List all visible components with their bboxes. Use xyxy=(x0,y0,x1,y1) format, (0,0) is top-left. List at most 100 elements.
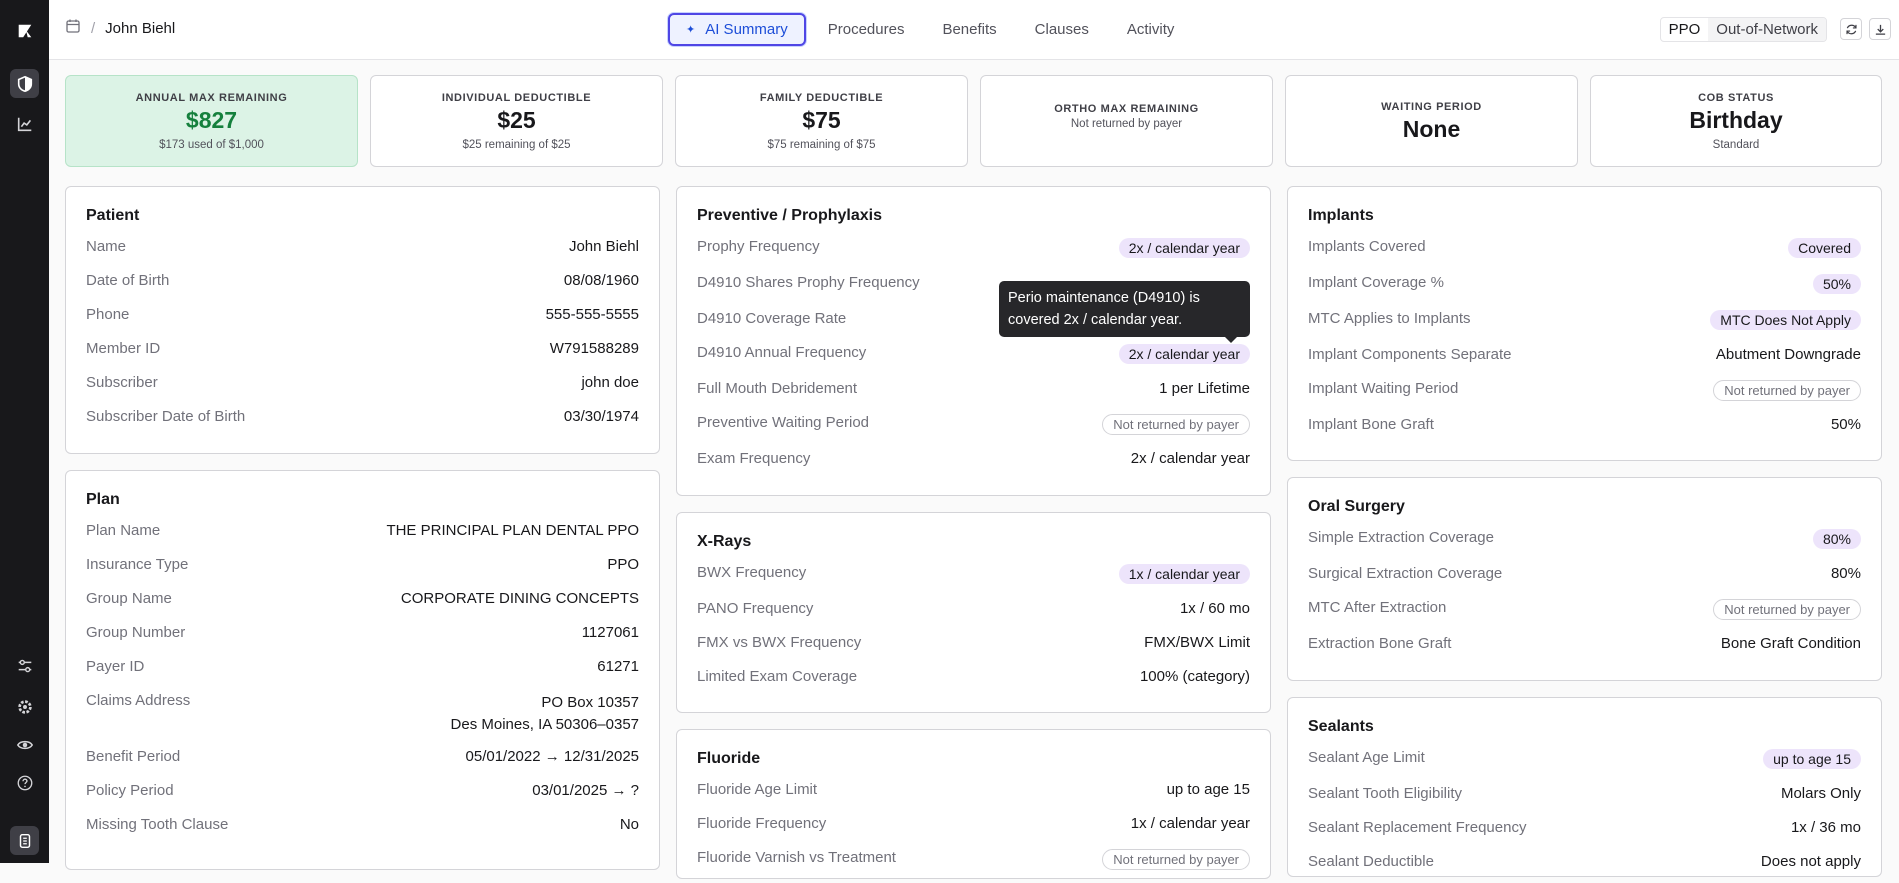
row-fluoride-frequency: Fluoride Frequency 1x / calendar year xyxy=(697,815,1250,832)
stat-subtext: Not returned by payer xyxy=(1070,118,1183,130)
row-extraction-bone-graft: Extraction Bone Graft Bone Graft Conditio… xyxy=(1308,635,1861,652)
sparkle-icon: ✦ xyxy=(686,24,696,36)
refresh-button[interactable] xyxy=(1840,18,1862,40)
icon-rail xyxy=(0,0,49,863)
stat-subtext: $75 remaining of $75 xyxy=(767,139,876,151)
row-fluoride-varnish: Fluoride Varnish vs Treatment Not returne… xyxy=(697,849,1250,883)
breadcrumb: / John Biehl xyxy=(65,18,175,38)
card-title: Oral Surgery xyxy=(1308,498,1405,515)
shield-icon[interactable] xyxy=(10,69,39,98)
preventive-card: Preventive / Prophylaxis Prophy Frequenc… xyxy=(676,186,1271,496)
stat-label: FAMILY DEDUCTIBLE xyxy=(759,92,884,104)
xrays-card: X-Rays BWX Frequency 1x / calendar year P… xyxy=(676,512,1271,713)
download-icon xyxy=(1875,24,1885,35)
row-group-number: Group Number 1127061 xyxy=(86,624,639,641)
stat-value: $25 xyxy=(497,107,536,133)
row-sealant-replacement: Sealant Replacement Frequency 1x / 36 mo xyxy=(1308,819,1861,836)
row-d4910-coverage-rate: D4910 Coverage Rate xyxy=(697,310,847,327)
row-pano-frequency: PANO Frequency 1x / 60 mo xyxy=(697,600,1250,617)
row-surgical-extraction: Surgical Extraction Coverage 80% xyxy=(1308,565,1861,582)
card-title: Implants xyxy=(1308,207,1374,224)
row-sealant-age-limit: Sealant Age Limit up to age 15 xyxy=(1308,749,1861,785)
not-returned-badge: Not returned by payer xyxy=(1102,849,1250,870)
breadcrumb-patient-name[interactable]: John Biehl xyxy=(105,19,176,37)
value-pill[interactable]: 80% xyxy=(1812,529,1861,549)
row-missing-tooth-clause: Missing Tooth Clause No xyxy=(86,816,639,833)
row-member-id: Member ID W791588289 xyxy=(86,340,639,357)
stat-individual-deductible: INDIVIDUAL DEDUCTIBLE $25 $25 remaining … xyxy=(370,75,663,167)
row-implant-waiting-period: Implant Waiting Period Not returned by pa… xyxy=(1308,380,1861,416)
refresh-icon xyxy=(1845,24,1857,34)
stat-subtext: $173 used of $1,000 xyxy=(159,139,264,151)
analytics-icon[interactable] xyxy=(10,109,39,138)
stat-family-deductible: FAMILY DEDUCTIBLE $75 $75 remaining of $… xyxy=(675,75,968,167)
plan-type-label: PPO xyxy=(1668,21,1701,38)
tab-clauses[interactable]: Clauses xyxy=(1034,21,1089,38)
tab-ai-summary[interactable]: ✦ AI Summary xyxy=(668,13,806,46)
value-pill[interactable]: 2x / calendar year xyxy=(1118,238,1250,258)
row-implant-coverage: Implant Coverage % 50% xyxy=(1308,274,1861,310)
oral-surgery-card: Oral Surgery Simple Extraction Coverage 8… xyxy=(1287,477,1882,681)
stat-waiting-period: WAITING PERIOD None xyxy=(1285,75,1578,167)
value-pill[interactable]: 1x / calendar year xyxy=(1118,564,1250,584)
value-pill[interactable]: 2x / calendar year xyxy=(1118,344,1250,364)
stat-annual-max-remaining: ANNUAL MAX REMAINING $827 $173 used of $… xyxy=(65,75,358,167)
download-button[interactable] xyxy=(1869,18,1891,40)
tab-label: AI Summary xyxy=(705,21,788,38)
row-payer-id: Payer ID 61271 xyxy=(86,658,639,675)
not-returned-badge: Not returned by payer xyxy=(1713,599,1861,620)
row-group-name: Group Name CORPORATE DINING CONCEPTS xyxy=(86,590,639,607)
tab-bar: ✦ AI Summary Procedures Benefits Clauses… xyxy=(668,13,1190,46)
claims-address-line-1: PO Box 10357 xyxy=(541,694,639,711)
d4910-tooltip: Perio maintenance (D4910) is covered 2x … xyxy=(999,281,1250,343)
row-implant-components: Implant Components Separate Abutment Down… xyxy=(1308,346,1861,363)
value-pill[interactable]: up to age 15 xyxy=(1763,749,1861,769)
calendar-icon[interactable] xyxy=(65,18,81,38)
card-title: Plan xyxy=(86,491,120,508)
breadcrumb-separator: / xyxy=(91,19,96,37)
value-pill[interactable]: MTC Does Not Apply xyxy=(1710,310,1861,330)
row-prophy-frequency: Prophy Frequency 2x / calendar year xyxy=(697,238,1250,274)
eye-icon[interactable] xyxy=(10,730,39,759)
row-date-of-birth: Date of Birth 08/08/1960 xyxy=(86,272,639,289)
stat-cob-status: COB STATUS Birthday Standard xyxy=(1590,75,1882,167)
value-pill[interactable]: 50% xyxy=(1812,274,1861,294)
network-status-label: Out-of-Network xyxy=(1708,18,1826,41)
stat-label: WAITING PERIOD xyxy=(1381,101,1482,113)
help-icon[interactable] xyxy=(10,768,39,797)
row-full-mouth-debridement: Full Mouth Debridement 1 per Lifetime xyxy=(697,380,1250,397)
app-logo-icon[interactable] xyxy=(10,16,39,45)
user-menu-icon[interactable] xyxy=(10,826,39,855)
stat-value: None xyxy=(1402,116,1461,142)
top-bar: / John Biehl ✦ AI Summary Procedures Ben… xyxy=(49,0,1899,60)
row-exam-frequency: Exam Frequency 2x / calendar year xyxy=(697,450,1250,467)
stat-ortho-max-remaining: ORTHO MAX REMAINING Not returned by paye… xyxy=(980,75,1273,167)
row-mtc-after-extraction: MTC After Extraction Not returned by paye… xyxy=(1308,599,1861,635)
claims-address-line-2: Des Moines, IA 50306–0357 xyxy=(450,716,639,733)
row-subscriber: Subscriber john doe xyxy=(86,374,639,391)
sliders-icon[interactable] xyxy=(10,651,39,680)
not-returned-badge: Not returned by payer xyxy=(1713,380,1861,401)
row-preventive-waiting-period: Preventive Waiting Period Not returned by… xyxy=(697,414,1250,450)
patient-card: Patient Name John Biehl Date of Birth 08/0… xyxy=(65,186,660,454)
tab-activity[interactable]: Activity xyxy=(1126,21,1175,38)
patient-rows: Name John Biehl Date of Birth 08/08/1960 P… xyxy=(86,238,639,442)
row-simple-extraction: Simple Extraction Coverage 80% xyxy=(1308,529,1861,565)
gear-icon[interactable] xyxy=(10,692,39,721)
row-sealant-deductible: Sealant Deductible Does not apply xyxy=(1308,853,1861,870)
plan-card: Plan Plan Name THE PRINCIPAL PLAN DENTAL … xyxy=(65,470,660,870)
stat-value: $75 xyxy=(802,107,841,133)
value-pill[interactable]: Covered xyxy=(1788,238,1861,258)
stat-subtext: $25 remaining of $25 xyxy=(462,139,571,151)
row-phone: Phone 555-555-5555 xyxy=(86,306,639,323)
tab-procedures[interactable]: Procedures xyxy=(827,21,905,38)
row-mtc-applies-implants: MTC Applies to Implants MTC Does Not Appl… xyxy=(1308,310,1861,346)
sealants-card: Sealants Sealant Age Limit up to age 15 S… xyxy=(1287,697,1882,877)
row-fluoride-age-limit: Fluoride Age Limit up to age 15 xyxy=(697,781,1250,798)
row-d4910-shares-prophy: D4910 Shares Prophy Frequency xyxy=(697,274,920,291)
stat-value: Birthday xyxy=(1689,107,1783,133)
tab-benefits[interactable]: Benefits xyxy=(942,21,997,38)
row-implants-covered: Implants Covered Covered xyxy=(1308,238,1861,274)
not-returned-badge: Not returned by payer xyxy=(1102,414,1250,435)
stat-label: COB STATUS xyxy=(1698,92,1774,104)
